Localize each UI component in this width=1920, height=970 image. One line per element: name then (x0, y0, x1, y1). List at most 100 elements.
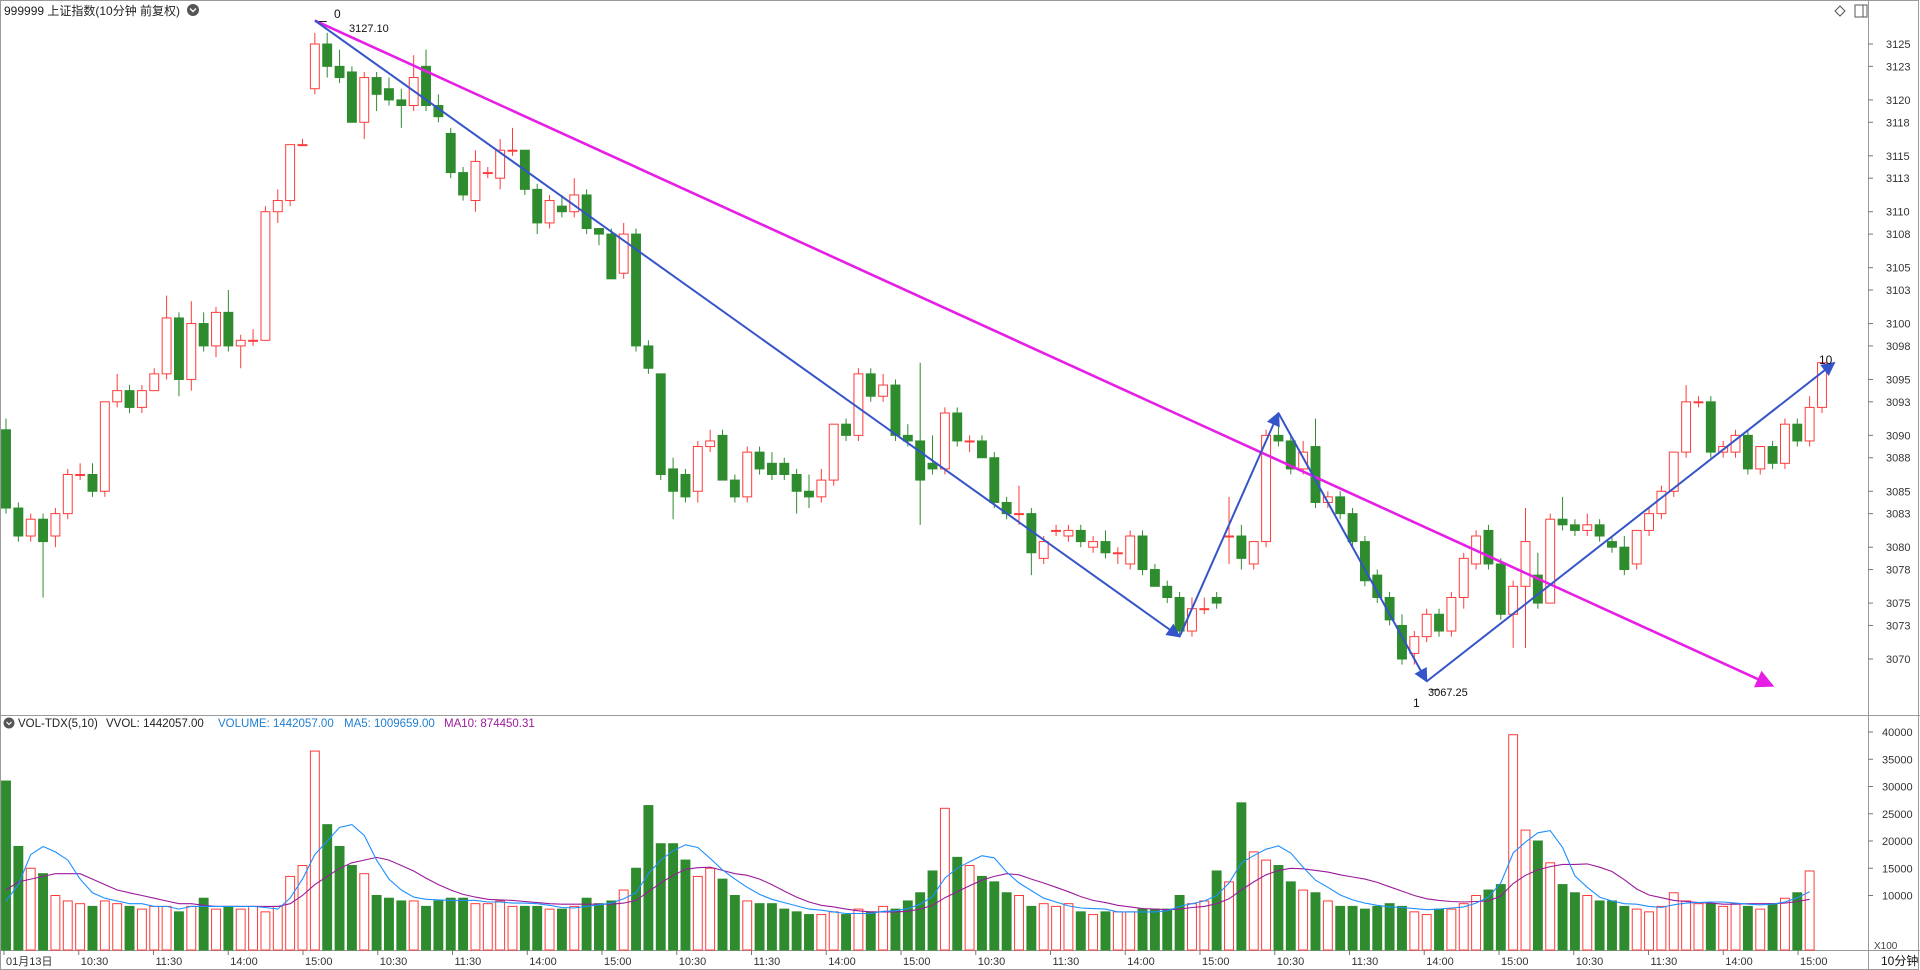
candle (927, 435, 938, 475)
price-panel-header: 999999 上证指数(10分钟 前复权) (4, 3, 1868, 18)
candle (1631, 529, 1642, 570)
volume-bar (692, 875, 703, 951)
volume-bar (445, 897, 456, 951)
time-tick-label: 14:00 (529, 956, 557, 968)
candle-body (1224, 535, 1234, 538)
candle-body (742, 451, 753, 498)
candle (1532, 552, 1543, 609)
volume-bar (1125, 911, 1136, 951)
candle-body (939, 412, 950, 470)
volume-bar (211, 908, 221, 951)
price-tick-label: 3110 (1886, 207, 1910, 219)
candle (828, 423, 839, 486)
candle-body (384, 88, 394, 101)
candle-body (668, 468, 679, 492)
candle-body (1100, 541, 1111, 554)
panel-toggle-icon[interactable] (1854, 4, 1868, 18)
volume-indicator-icon[interactable] (3, 717, 15, 729)
volume-bar (149, 905, 160, 951)
volume-bar (482, 903, 493, 951)
chevron-down-icon[interactable] (187, 4, 199, 16)
volume-bar (1014, 895, 1024, 951)
candle-body (692, 446, 703, 492)
volume-bar (952, 856, 963, 951)
volume-bar (915, 892, 926, 951)
price-tick-label: 3113 (1886, 173, 1910, 185)
candle (1014, 485, 1024, 525)
candle-body (828, 423, 839, 481)
candles-layer (1, 32, 1827, 665)
price-tick-label: 3073 (1886, 620, 1910, 632)
candle-body (1273, 434, 1284, 442)
volume-bar (112, 903, 123, 951)
volume-bar (989, 881, 1000, 951)
time-tick-label: 10:30 (380, 956, 408, 968)
candle (1742, 429, 1753, 475)
price-tick-label: 3088 (1886, 453, 1910, 465)
candle (1520, 508, 1531, 648)
candle-body (989, 457, 1000, 503)
blue-wave-4 (1426, 361, 1836, 683)
candle (174, 312, 184, 397)
candle (964, 435, 975, 453)
candle-body (1236, 535, 1247, 559)
candle-body (618, 233, 629, 274)
candle (1261, 429, 1272, 548)
candle-body (606, 233, 617, 280)
candle-body (1705, 401, 1716, 453)
volume-bar (1755, 908, 1766, 951)
time-tick-label: 14:00 (1426, 956, 1454, 968)
candle-body (1779, 423, 1790, 464)
candle-body (1446, 597, 1457, 632)
period-label[interactable]: 10分钟 (1881, 953, 1918, 968)
candle-body (791, 474, 802, 492)
candle (13, 502, 24, 542)
candle (1248, 541, 1259, 570)
candle-body (927, 462, 938, 470)
candle (742, 446, 753, 503)
candle (1335, 491, 1346, 520)
candle-body (87, 474, 98, 492)
candle (346, 66, 357, 123)
candle (1804, 396, 1815, 447)
price-tick-label: 3070 (1886, 654, 1910, 666)
volume-bar (1705, 903, 1716, 951)
candle-body (62, 474, 73, 515)
diamond-icon[interactable] (1834, 5, 1846, 17)
volume-bar (729, 895, 740, 951)
candle (1681, 385, 1692, 458)
candle-body (1298, 451, 1309, 470)
volume-bar (346, 865, 357, 951)
candle (482, 167, 493, 179)
candle-body (643, 345, 654, 369)
annotations-layer (318, 21, 1439, 691)
candle (309, 32, 320, 95)
candle-body (1137, 535, 1148, 571)
candle-body (371, 77, 382, 95)
candle-body (1075, 529, 1086, 543)
volume-bar (742, 900, 753, 951)
volume-bar (1631, 908, 1642, 951)
low-marker-label: 1 (1413, 696, 1420, 710)
candle (248, 329, 259, 346)
volume-bar (1149, 908, 1160, 951)
candle-body (223, 311, 234, 347)
candle (989, 452, 1000, 509)
volume-bar (1384, 903, 1395, 951)
candle-body (482, 172, 493, 175)
candle-body (396, 99, 407, 106)
volume-bar (594, 903, 604, 951)
volume-bar (334, 845, 345, 951)
candle (939, 407, 950, 475)
candle (816, 468, 827, 503)
volume-bar (408, 900, 419, 951)
candle-body (964, 440, 975, 443)
candle-body (717, 434, 728, 481)
candle (334, 49, 345, 84)
volume-bar (1594, 900, 1605, 951)
volume-bar (1347, 905, 1358, 951)
volume-bar (1730, 903, 1741, 951)
price-tick-label: 3080 (1886, 542, 1910, 554)
price-tick-label: 3090 (1886, 430, 1910, 442)
volume-bar (1409, 911, 1420, 951)
